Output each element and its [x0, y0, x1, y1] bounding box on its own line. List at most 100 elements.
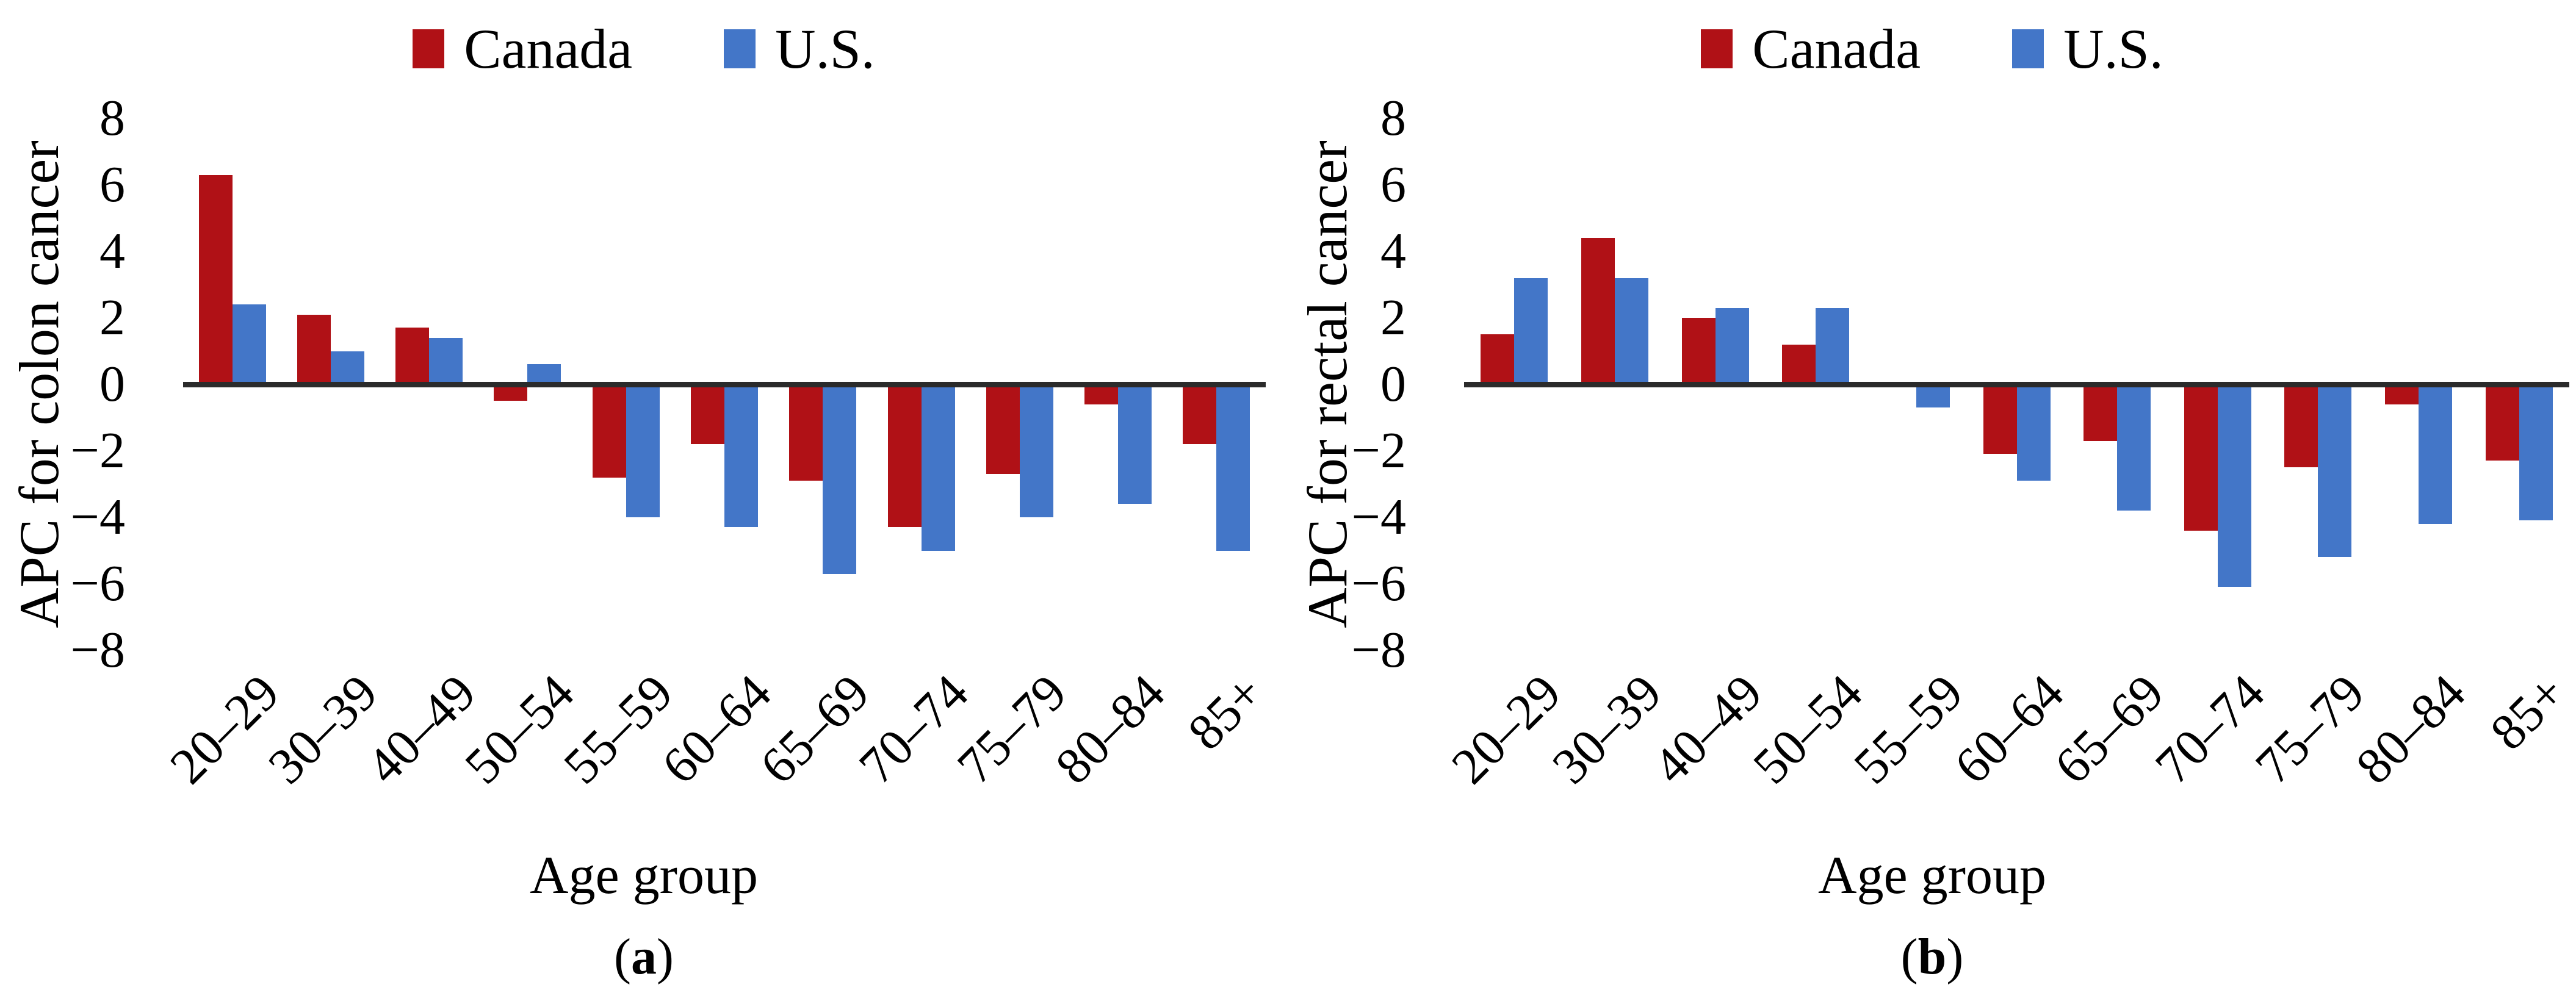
bar-us-20–29 — [1514, 278, 1548, 384]
y-tick-label: 0 — [99, 356, 125, 412]
bar-us-30–39 — [1614, 278, 1648, 384]
x-tick-label: 50–54 — [454, 664, 585, 795]
chart-panel-a: Canada U.S. APC for colon cancer 8 6 4 2 0 −2−… — [0, 18, 1288, 985]
bar-canada-75–79 — [986, 384, 1020, 475]
y-tick-label: 2 — [99, 289, 125, 346]
x-tick-label: 55–59 — [1843, 664, 1974, 795]
x-tick-label: 75–79 — [947, 664, 1078, 795]
x-tick-label: 60–64 — [1943, 664, 2074, 795]
bar-canada-20–29 — [198, 174, 233, 384]
bar-canada-80–84 — [1084, 384, 1119, 404]
y-tick-label: 0 — [1380, 356, 1406, 412]
legend-item-canada: Canada — [1701, 18, 1921, 79]
bar-canada-60–64 — [691, 384, 724, 445]
bar-us-30–39 — [330, 351, 364, 384]
x-tick-label: 65–69 — [749, 664, 881, 795]
panel-caption-letter: b — [1918, 928, 1947, 985]
bar-us-40–49 — [429, 337, 463, 384]
x-tick-label: 20–29 — [159, 664, 290, 795]
bar-canada-70–74 — [2184, 384, 2218, 531]
panel-caption-letter: a — [631, 928, 657, 985]
x-tick-label: 50–54 — [1742, 664, 1874, 795]
x-axis-line — [1464, 382, 2569, 387]
bar-canada-75–79 — [2284, 384, 2318, 468]
y-tick-label: −6 — [70, 555, 125, 612]
bar-us-70–74 — [2217, 384, 2251, 587]
x-axis-line — [183, 382, 1266, 387]
y-tick-label: 6 — [1380, 156, 1406, 213]
legend-swatch-icon — [413, 29, 445, 68]
bar-us-50–54 — [1816, 307, 1850, 384]
y-tick-label: 4 — [99, 223, 125, 279]
y-tick-label: −8 — [70, 622, 125, 678]
bar-us-65–69 — [823, 384, 857, 574]
bar-us-60–64 — [724, 384, 758, 528]
y-tick-label: −4 — [70, 489, 125, 545]
x-tick-label: 30–39 — [258, 664, 389, 795]
legend-label: Canada — [1752, 18, 1921, 80]
bar-canada-50–54 — [1782, 344, 1816, 384]
panel-caption: (a) — [614, 928, 674, 985]
x-tick-label: 85+ — [2480, 664, 2576, 761]
bar-canada-30–39 — [297, 314, 331, 384]
bar-canada-30–39 — [1581, 238, 1615, 384]
bar-canada-60–64 — [1983, 384, 2017, 454]
bar-us-20–29 — [232, 304, 266, 384]
y-tick-label: 8 — [99, 90, 125, 146]
x-tick-label: 30–39 — [1542, 664, 1673, 795]
legend-item-canada: Canada — [413, 18, 632, 79]
y-tick-label: 6 — [99, 156, 125, 213]
bar-us-65–69 — [2117, 384, 2151, 511]
y-tick-label: −8 — [1351, 622, 1406, 678]
y-tick-label: −6 — [1351, 555, 1406, 612]
bar-us-60–64 — [2016, 384, 2051, 481]
bar-canada-40–49 — [395, 328, 430, 384]
bar-us-50–54 — [527, 364, 561, 384]
bar-canada-20–29 — [1481, 334, 1515, 384]
y-tick-label: −2 — [70, 422, 125, 479]
bar-canada-70–74 — [887, 384, 922, 528]
bar-canada-40–49 — [1681, 318, 1716, 384]
bar-us-40–49 — [1715, 307, 1749, 384]
y-tick-label: −4 — [1351, 489, 1406, 545]
x-tick-label: 70–74 — [2144, 664, 2276, 795]
bar-us-80–84 — [1118, 384, 1152, 504]
bar-us-55–59 — [626, 384, 660, 517]
legend-label: U.S. — [2063, 18, 2163, 80]
legend-label: U.S. — [775, 18, 875, 80]
bar-us-70–74 — [921, 384, 955, 551]
legend-swatch-icon — [724, 29, 756, 68]
x-tick-label: 80–84 — [2345, 664, 2477, 795]
bar-canada-65–69 — [789, 384, 823, 481]
bar-us-75–79 — [2318, 384, 2352, 558]
x-tick-label: 20–29 — [1441, 664, 1572, 795]
legend-item-us: U.S. — [2012, 18, 2163, 79]
bar-us-55–59 — [1916, 384, 1950, 408]
y-tick-label: −2 — [1351, 422, 1406, 479]
x-axis-title: Age group — [530, 846, 758, 905]
bar-canada-80–84 — [2385, 384, 2419, 404]
y-tick-label: 8 — [1380, 90, 1406, 146]
bar-us-85+ — [2519, 384, 2553, 521]
y-tick-label: 4 — [1380, 223, 1406, 279]
bar-canada-85+ — [1183, 384, 1217, 445]
panel-caption: (b) — [1900, 928, 1964, 985]
bar-us-80–84 — [2419, 384, 2453, 524]
x-tick-label: 65–69 — [2044, 664, 2175, 795]
x-tick-label: 60–64 — [651, 664, 782, 795]
x-tick-label: 80–84 — [1045, 664, 1176, 795]
bar-canada-85+ — [2485, 384, 2519, 461]
x-tick-label: 55–59 — [552, 664, 684, 795]
x-axis-title: Age group — [1818, 846, 2046, 905]
x-tick-label: 40–49 — [356, 664, 487, 795]
chart-panel-b: Canada U.S. APC for rectal cancer 8 6 4 2 0 −2… — [1288, 0, 2576, 1001]
x-tick-label: 70–74 — [848, 664, 980, 795]
legend-swatch-icon — [1701, 29, 1733, 68]
legend: Canada U.S. — [0, 18, 1288, 79]
bar-us-75–79 — [1019, 384, 1053, 517]
x-tick-label: 40–49 — [1642, 664, 1773, 795]
x-tick-label: 75–79 — [2245, 664, 2376, 795]
legend-swatch-icon — [2012, 29, 2044, 68]
y-tick-label: 2 — [1380, 289, 1406, 346]
bar-us-85+ — [1216, 384, 1250, 551]
